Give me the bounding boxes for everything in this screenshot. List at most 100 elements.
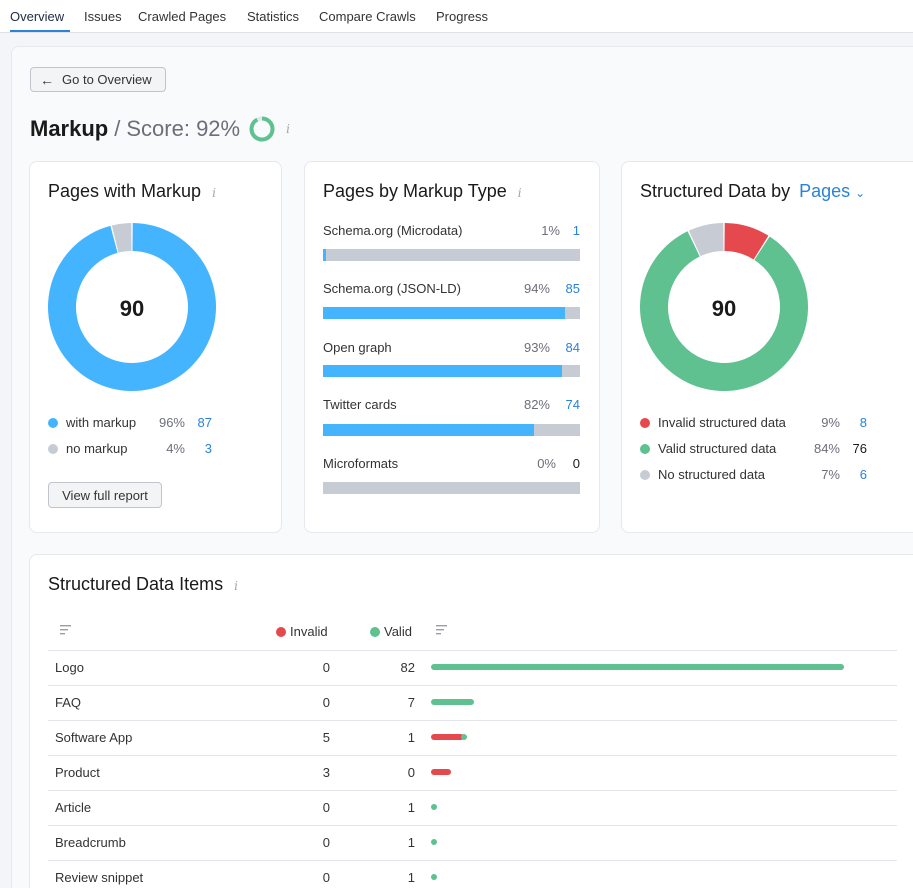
pages-by-markup-type-card: [304, 161, 600, 533]
invalid-count[interactable]: 3: [322, 765, 330, 780]
structured-data-items-title-text: Structured Data Items: [48, 574, 224, 594]
donut-segment[interactable]: [48, 223, 216, 391]
structured-data-donut: [640, 223, 808, 391]
go-to-overview-button[interactable]: ← Go to Overview: [30, 67, 166, 92]
donut-segment[interactable]: [640, 231, 808, 391]
row-divider: [48, 825, 897, 826]
valid-bar: [431, 839, 437, 845]
info-icon[interactable]: i: [212, 186, 216, 200]
tab-issues[interactable]: Issues: [84, 9, 122, 24]
item-name: Review snippet: [55, 870, 144, 885]
tab-progress[interactable]: Progress: [436, 9, 489, 24]
chevron-down-icon: ⌄: [855, 186, 866, 200]
pages-dropdown[interactable]: Pages ⌄: [799, 181, 865, 201]
markup-type-count: 0: [572, 456, 580, 471]
legend-no-structured[interactable]: No structured data: [640, 467, 765, 482]
legend-dot: [640, 444, 650, 454]
legend-with-markup[interactable]: with markup: [48, 415, 136, 430]
valid-count: 1: [407, 800, 415, 815]
legend-count-link[interactable]: 3: [204, 441, 212, 456]
info-icon[interactable]: i: [286, 122, 290, 136]
legend-invalid[interactable]: Invalid structured data: [640, 415, 786, 430]
donut-segment[interactable]: [688, 223, 724, 257]
page-title: Markup / Score: 92% i: [30, 115, 290, 143]
title-separator: /: [114, 116, 121, 141]
row-divider: [48, 790, 897, 791]
pages-with-markup-title-text: Pages with Markup: [48, 181, 202, 201]
legend-label: Valid structured data: [658, 441, 777, 456]
valid-count: 1: [407, 870, 415, 885]
pages-with-markup-title: Pages with Markup i: [48, 181, 216, 202]
structured-data-items-card: [29, 554, 913, 888]
pages-by-markup-type-title-text: Pages by Markup Type: [323, 181, 507, 201]
item-name: Logo: [55, 660, 84, 675]
markup-type-pct: 0%: [537, 456, 556, 471]
legend-pct: 84%: [813, 441, 840, 456]
valid-bar: [431, 664, 844, 670]
legend-label: no markup: [66, 441, 128, 456]
legend-pct: 9%: [821, 415, 840, 430]
valid-count: 82: [400, 660, 415, 675]
legend-dot: [48, 418, 58, 428]
legend-dot: [640, 418, 650, 428]
item-name: Software App: [55, 730, 133, 745]
valid-count: 1: [407, 730, 415, 745]
tab-bar: Overview Issues Crawled Pages Statistics…: [0, 0, 913, 33]
markup-type-bar: [323, 482, 580, 494]
legend-pct: 96%: [158, 415, 185, 430]
pages-by-markup-type-title: Pages by Markup Type i: [323, 181, 522, 202]
row-divider: [48, 720, 897, 721]
legend-valid[interactable]: Valid structured data: [640, 441, 776, 456]
legend-pct: 7%: [821, 467, 840, 482]
sort-icon[interactable]: [436, 625, 448, 635]
markup-type-count-link[interactable]: 74: [565, 397, 580, 412]
structured-data-title-text: Structured Data by: [640, 181, 791, 201]
legend-no-markup[interactable]: no markup: [48, 441, 127, 456]
markup-type-count-link[interactable]: 84: [565, 340, 580, 355]
valid-count: 0: [407, 765, 415, 780]
row-divider: [48, 685, 897, 686]
info-icon[interactable]: i: [517, 186, 522, 200]
markup-type-label: Microformats: [323, 456, 399, 471]
tab-crawled-pages[interactable]: Crawled Pages: [138, 9, 227, 24]
active-tab-indicator: [10, 30, 70, 32]
invalid-count[interactable]: 5: [322, 730, 330, 745]
view-full-report-button[interactable]: View full report: [48, 482, 162, 508]
legend-count-link[interactable]: 6: [859, 467, 867, 482]
row-divider: [48, 755, 897, 756]
markup-type-pct: 94%: [523, 281, 550, 296]
invalid-count: 0: [322, 695, 330, 710]
valid-count: 7: [407, 695, 415, 710]
donut-segment[interactable]: [724, 223, 769, 260]
tab-overview[interactable]: Overview: [10, 9, 65, 24]
markup-type-label: Twitter cards: [323, 397, 397, 412]
invalid-count: 0: [322, 800, 330, 815]
legend-dot: [640, 470, 650, 480]
pages-with-markup-donut: [48, 223, 216, 391]
invalid-bar: [431, 769, 451, 775]
tab-compare-crawls[interactable]: Compare Crawls: [319, 9, 416, 24]
column-invalid-header[interactable]: Invalid: [276, 624, 328, 639]
markup-type-bar: [323, 365, 580, 377]
markup-type-bar-fill: [323, 424, 534, 436]
legend-count: 76: [852, 441, 867, 456]
info-icon[interactable]: i: [234, 579, 238, 593]
score-label: Score: 92%: [126, 116, 241, 141]
invalid-count: 0: [322, 835, 330, 850]
item-name: Product: [55, 765, 100, 780]
markup-type-bar: [323, 424, 580, 436]
valid-dot: [370, 627, 380, 637]
markup-type-bar: [323, 249, 580, 261]
tab-statistics[interactable]: Statistics: [247, 9, 300, 24]
sort-icon[interactable]: [60, 625, 72, 635]
legend-count-link[interactable]: 8: [859, 415, 867, 430]
markup-type-count-link[interactable]: 85: [565, 281, 580, 296]
donut-segment[interactable]: [111, 223, 132, 253]
legend-pct: 4%: [166, 441, 185, 456]
column-valid-label: Valid: [384, 624, 412, 639]
valid-bar: [431, 804, 437, 810]
valid-bar: [431, 699, 474, 705]
legend-count-link[interactable]: 87: [197, 415, 212, 430]
column-valid-header[interactable]: Valid: [370, 624, 412, 639]
markup-type-count-link[interactable]: 1: [572, 223, 580, 238]
